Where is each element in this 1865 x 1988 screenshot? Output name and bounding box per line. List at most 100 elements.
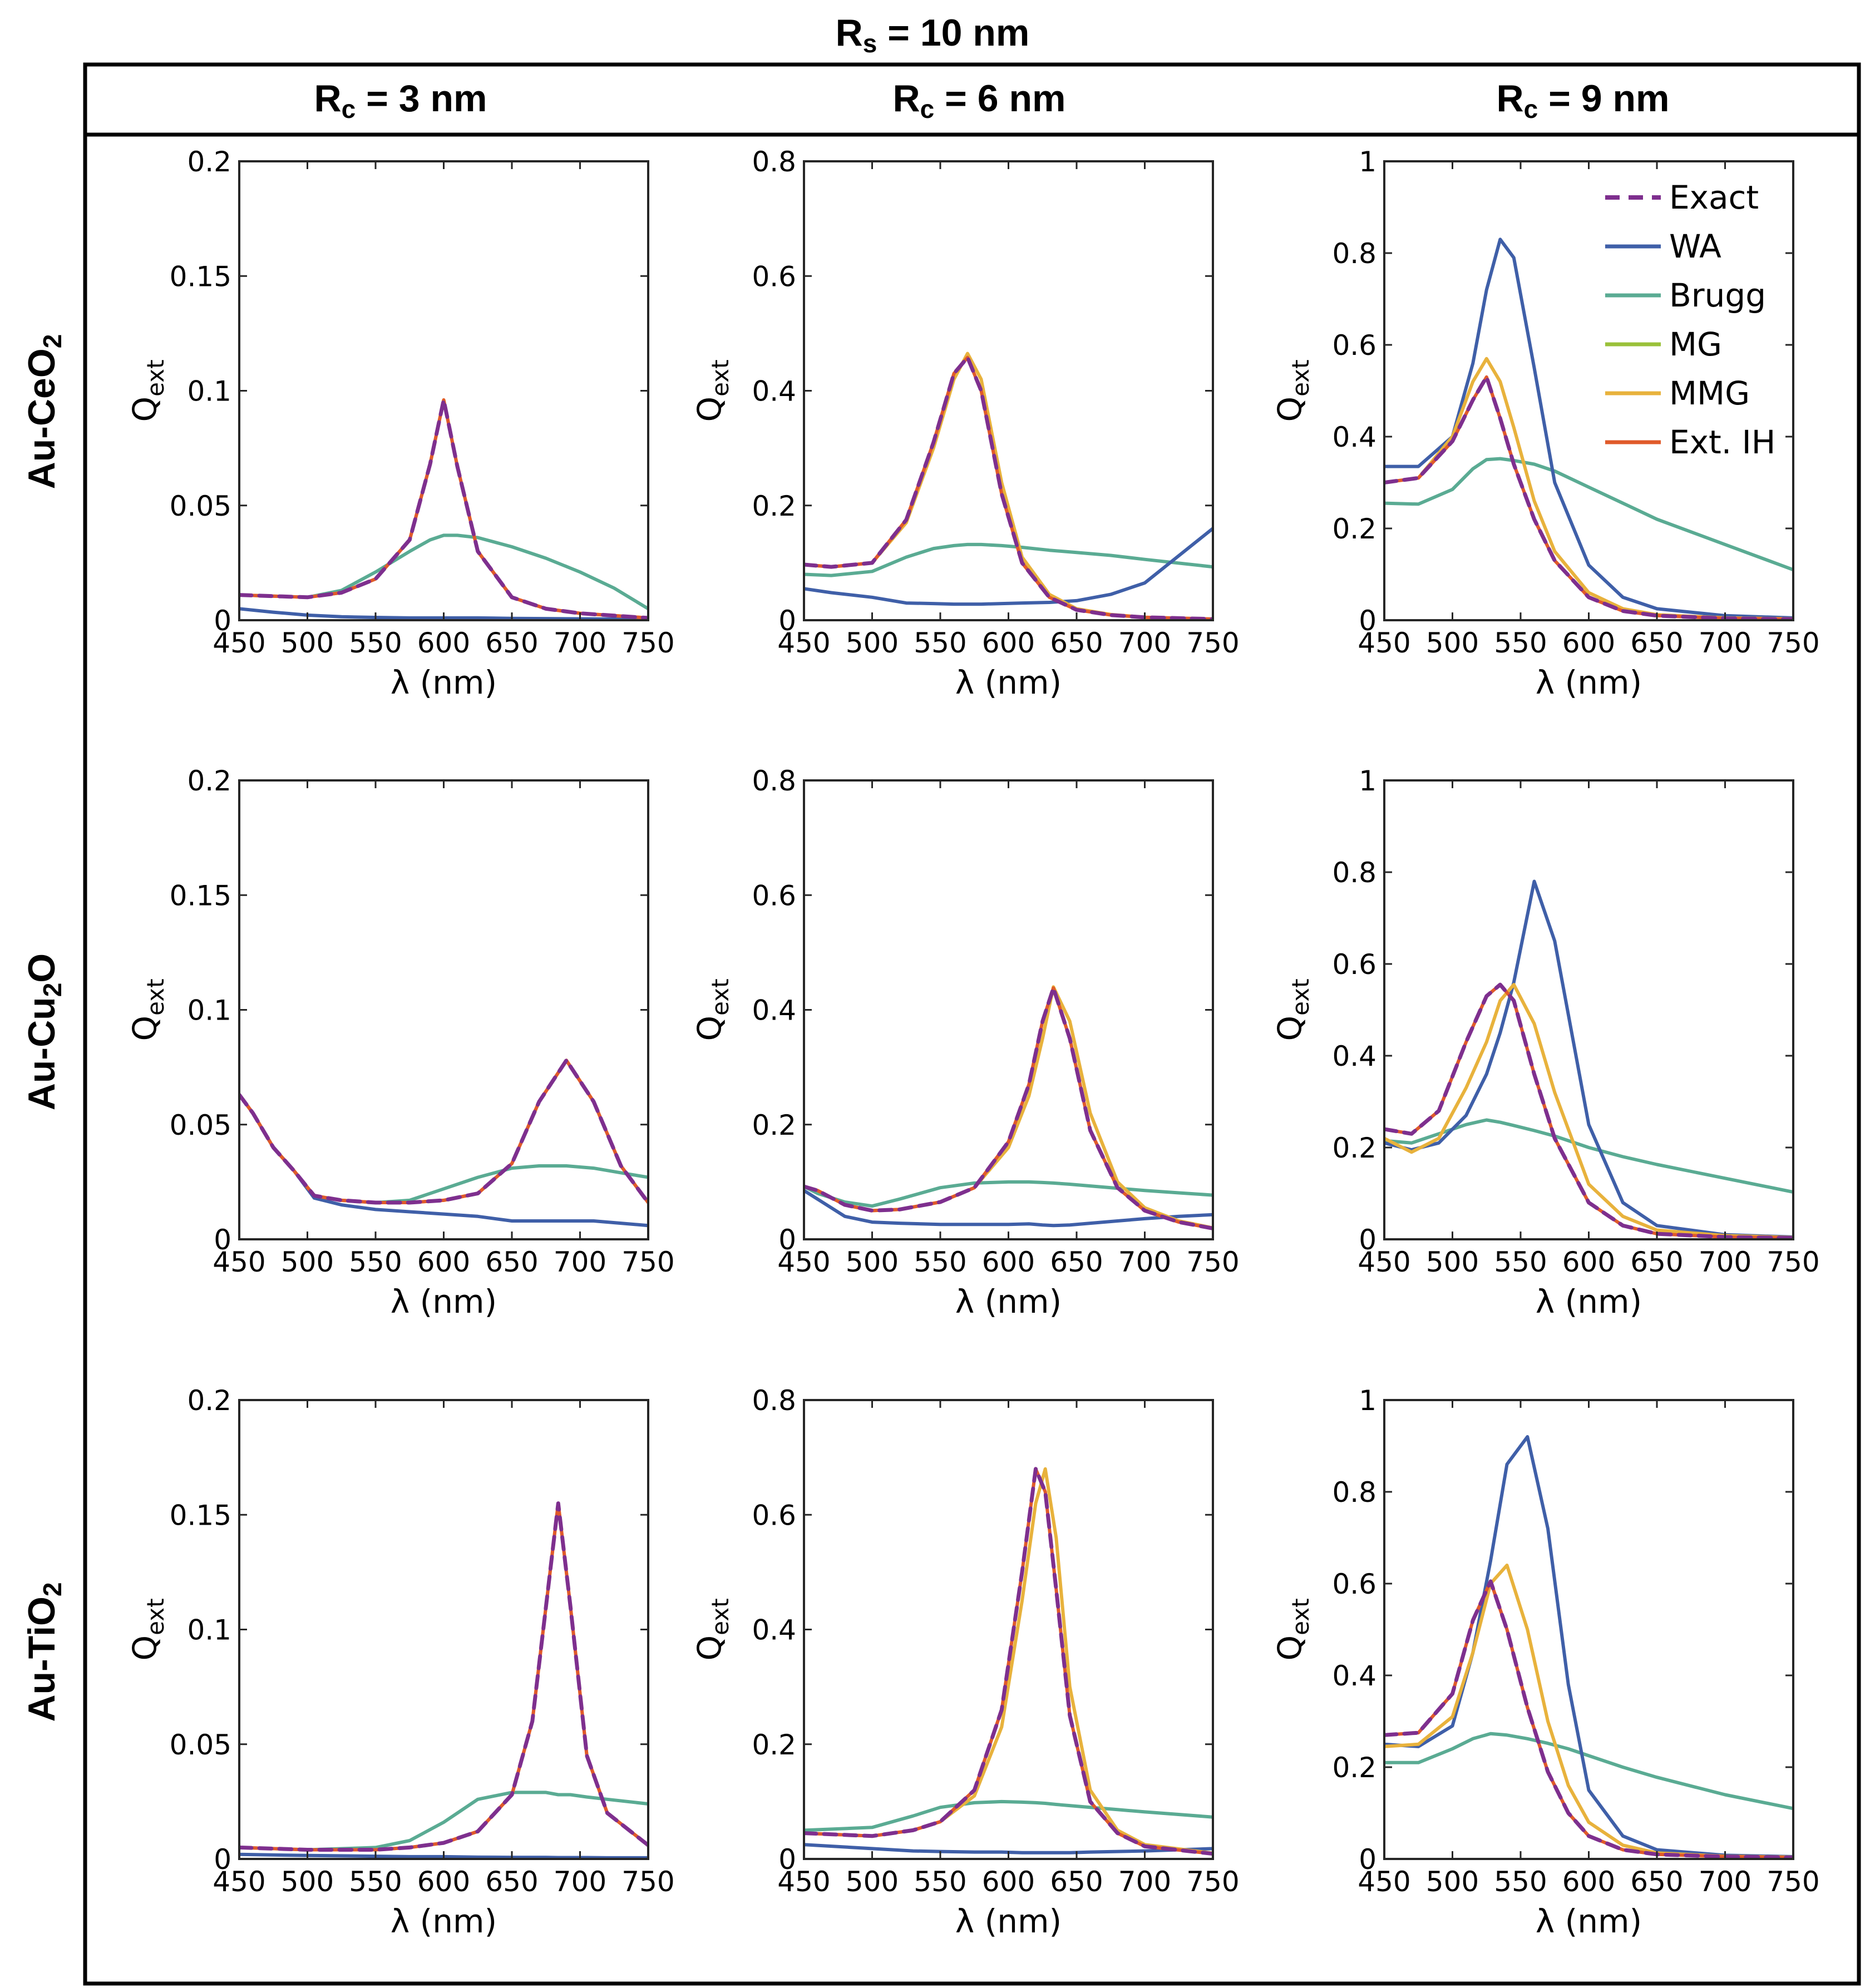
y-tick-label: 0.4 [752,375,796,408]
column-header-rc9: Rc = 9 nm [1497,77,1670,123]
y-tick-label: 0 [214,605,231,637]
series-line-ext-ih [1384,375,1793,620]
x-tick-label: 500 [281,627,334,659]
x-axis-label: λ (nm) [955,664,1062,701]
x-axis-label: λ (nm) [1536,1902,1642,1940]
series-line-exact [239,1058,648,1205]
series-line-wa [804,1843,1213,1855]
column-header-rc6: Rc = 6 nm [893,77,1066,123]
x-tick-label: 500 [281,1866,334,1898]
legend-label-mmg: MMG [1669,374,1750,412]
panel-r0-c2: 450 500 550 600 650 700 750 0 0.2 0.4 0.6 0.8 1 λ (nm… [1271,146,1820,701]
series-line-wa [239,1852,648,1859]
panel-r2-c1: 450 500 550 600 650 700 750 0 0.2 0.4 0.6 0.8 λ (nm)… [690,1384,1240,1940]
panel-r0-c0: 450 500 550 600 650 700 750 0 0.05 0.1 0.15 0.2 λ (n… [126,146,675,701]
series-line-brugg [239,1791,648,1852]
x-tick-label: 500 [846,1246,899,1278]
y-axis-label: Qext [690,978,734,1041]
x-tick-label: 550 [914,627,966,659]
y-tick-label: 0.8 [1332,857,1376,889]
x-tick-label: 600 [1562,1246,1615,1278]
y-tick-label: 0.2 [1332,1752,1376,1784]
series-line-wa [1384,1435,1793,1858]
x-tick-label: 650 [485,1866,538,1898]
series-line-mmg [1384,1564,1793,1859]
y-tick-label: 0.8 [752,146,796,178]
y-tick-label: 0.2 [187,146,231,178]
x-axis-label: λ (nm) [1536,664,1642,701]
y-tick-label: 0.8 [752,765,796,797]
x-tick-label: 650 [1630,1246,1683,1278]
y-tick-label: 0.15 [170,260,231,293]
y-tick-label: 1 [1359,765,1376,797]
y-tick-label: 0.4 [1332,1660,1376,1692]
series-line-ext-ih [1384,1579,1793,1859]
x-tick-label: 500 [846,627,899,659]
y-tick-label: 0.6 [752,260,796,293]
series-line-exact [239,1501,648,1852]
x-tick-label: 600 [982,1246,1035,1278]
plot-frame [803,779,1214,1240]
x-axis-label: λ (nm) [391,1283,497,1321]
y-tick-label: 0.4 [752,995,796,1027]
x-tick-label: 700 [1699,1246,1751,1278]
x-tick-label: 450 [777,1246,830,1278]
y-tick-label: 0 [1359,1224,1376,1256]
x-axis-label: λ (nm) [391,1902,497,1940]
y-tick-label: 0.8 [752,1384,796,1417]
x-tick-label: 700 [554,627,606,659]
x-tick-label: 650 [1050,627,1103,659]
x-axis-label: λ (nm) [955,1283,1062,1321]
x-tick-label: 600 [417,1246,470,1278]
y-tick-label: 0.8 [1332,238,1376,270]
series-line-wa [804,527,1213,606]
y-axis-label: Qext [126,359,169,422]
x-tick-label: 550 [349,627,402,659]
x-tick-label: 450 [777,1866,830,1898]
legend-label-wa: WA [1669,228,1721,265]
y-tick-label: 0.2 [752,490,796,522]
legend: Exact WA Brugg MG MMG Ext. IH [1605,179,1775,461]
y-tick-label: 0.15 [170,879,231,912]
series-line-wa [1384,879,1793,1239]
x-tick-label: 750 [1767,1246,1819,1278]
series-line-exact [804,986,1213,1230]
x-tick-label: 750 [1186,627,1239,659]
y-tick-label: 0.1 [187,995,231,1027]
y-tick-label: 0.4 [752,1614,796,1646]
plot-frame [238,1399,649,1860]
y-tick-label: 0.2 [187,765,231,797]
x-tick-label: 700 [1118,627,1171,659]
y-tick-label: 0.1 [187,1614,231,1646]
series-line-exact [1384,375,1793,620]
y-axis-label: Qext [690,1598,734,1660]
y-tick-label: 0 [778,1843,796,1876]
series-line-exact [1384,982,1793,1239]
x-tick-label: 450 [213,627,265,659]
series-line-brugg [239,1093,648,1204]
series-line-mmg [1384,983,1793,1239]
panel-r1-c0: 450 500 550 600 650 700 750 0 0.05 0.1 0.15 0.2 λ (n… [126,765,675,1321]
x-tick-label: 700 [554,1246,606,1278]
y-axis-label: Qext [126,1598,169,1660]
y-tick-label: 0 [778,605,796,637]
y-tick-label: 0.05 [170,490,231,522]
series-line-ext-ih [804,1467,1213,1856]
y-tick-label: 0.15 [170,1499,231,1531]
x-tick-label: 600 [1562,627,1615,659]
y-tick-label: 0 [214,1843,231,1876]
x-tick-label: 700 [1118,1246,1171,1278]
y-tick-label: 0 [1359,605,1376,637]
x-tick-label: 650 [1050,1246,1103,1278]
y-tick-label: 0.6 [1332,329,1376,362]
x-tick-label: 450 [1358,627,1410,659]
y-tick-label: 0.2 [1332,513,1376,545]
y-tick-label: 1 [1359,1384,1376,1417]
series-line-brugg [804,1180,1213,1208]
x-tick-label: 500 [1426,627,1479,659]
y-tick-label: 0.2 [1332,1132,1376,1164]
y-tick-label: 0 [1359,1843,1376,1876]
panels: 450 500 550 600 650 700 750 0 0.05 0.1 0.15 0.2 λ (n… [126,146,1820,1940]
x-tick-label: 550 [914,1246,966,1278]
x-tick-label: 550 [1494,1246,1547,1278]
